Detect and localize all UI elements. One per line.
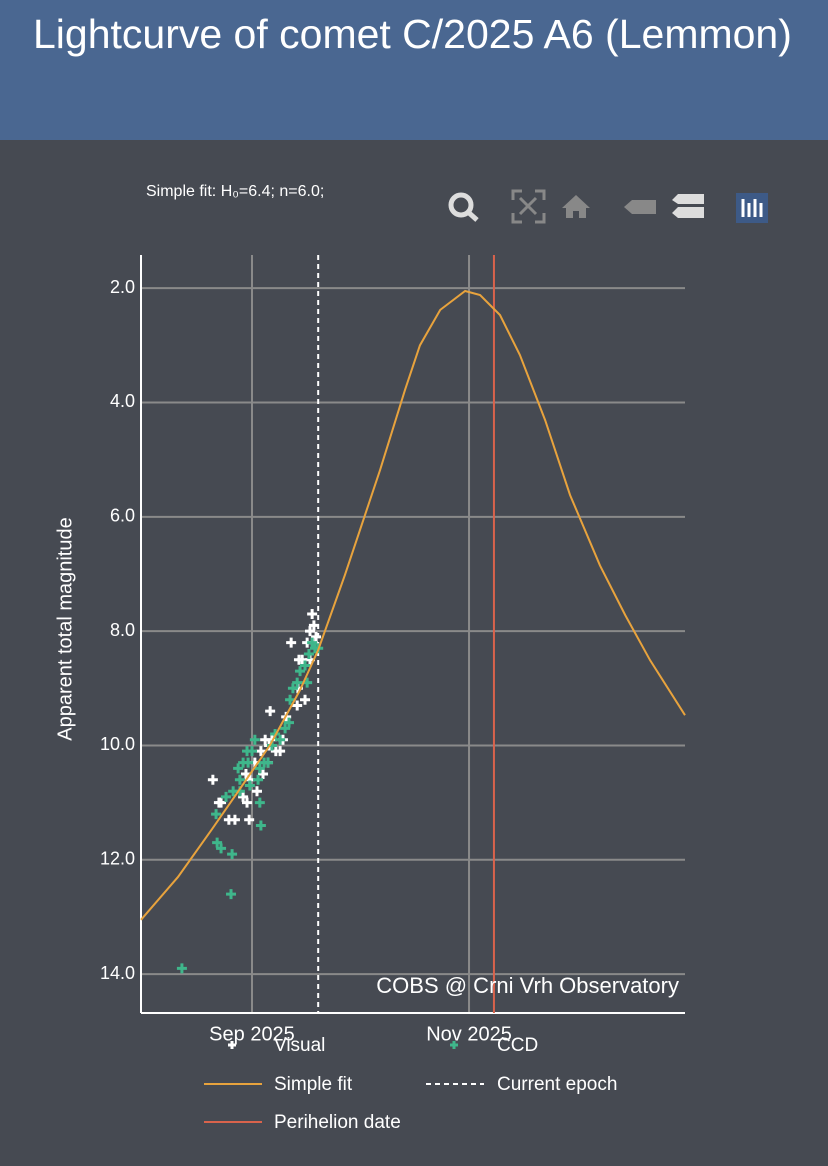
data-point [176,963,187,974]
data-point [244,814,255,825]
data-point [300,660,311,671]
data-point [263,757,274,768]
data-point [275,746,286,757]
data-point [255,746,266,757]
data-point [255,820,266,831]
data-point [254,763,265,774]
spike-button[interactable] [624,200,656,214]
data-point [211,809,222,820]
x-tick-label: Sep 2025 [209,1023,295,1045]
data-point [242,797,253,808]
data-point [244,780,255,791]
data-point [292,700,303,711]
data-point [286,637,297,648]
data-point [287,683,298,694]
data-point [213,797,224,808]
legend-label: Current epoch [497,1074,617,1095]
y-axis-label: Apparent total magnitude [54,517,76,741]
data-point [234,774,245,785]
y-tick-label: 10.0 [100,734,135,754]
y-tick-label: 8.0 [110,620,135,640]
data-point [221,791,232,802]
annotation: COBS @ Crni Vrh Observatory [376,973,679,998]
y-tick-label: 6.0 [110,506,135,526]
legend-symbol [228,1041,236,1049]
legend-label: Visual [274,1035,325,1056]
y-tick-label: 4.0 [110,391,135,411]
autoscale-button[interactable] [511,189,546,224]
legend-label: CCD [497,1035,538,1056]
fit-line [140,289,686,921]
zoom-button[interactable] [448,192,479,222]
data-point [311,631,322,642]
data-point [216,843,227,854]
data-point [212,837,223,848]
data-point [307,608,318,619]
home-button[interactable] [562,195,590,218]
hover-button[interactable] [736,193,768,223]
data-point [254,797,265,808]
y-tick-label: 14.0 [100,963,135,983]
data-point [238,791,249,802]
x-tick-label: Nov 2025 [426,1023,512,1045]
data-point [251,786,262,797]
chart-title: Lightcurve of comet C/2025 A6 (Lemmon) [0,0,828,140]
data-point [292,677,303,688]
data-point [229,814,240,825]
y-tick-label: 12.0 [100,849,135,869]
data-point [233,763,244,774]
data-point [227,849,238,860]
data-point [280,723,291,734]
compare-button[interactable] [672,194,704,218]
data-point [303,649,314,660]
data-point [243,757,254,768]
toolbar [448,189,768,224]
data-point [304,626,315,637]
data-point [249,734,260,745]
data-point [284,717,295,728]
data-point [207,774,218,785]
data-point [300,694,311,705]
data-point [265,706,276,717]
data-point [275,734,286,745]
data-point [226,889,237,900]
data-point [285,694,296,705]
data-point [295,666,306,677]
y-tick-label: 2.0 [110,277,135,297]
data-point [247,746,258,757]
chart: Simple fit: H₀=6.4; n=6.0; 2.0 4.0 6.0 8.0 1… [54,183,768,1133]
data-point [258,769,269,780]
data-point [307,637,318,648]
legend-label: Simple fit [274,1074,353,1095]
legend-label: Perihelion date [274,1112,401,1133]
data-point [308,620,319,631]
chart-subtitle: Simple fit: H₀=6.4; n=6.0; [146,183,324,200]
legend-symbol [450,1041,458,1049]
data-point [253,774,264,785]
